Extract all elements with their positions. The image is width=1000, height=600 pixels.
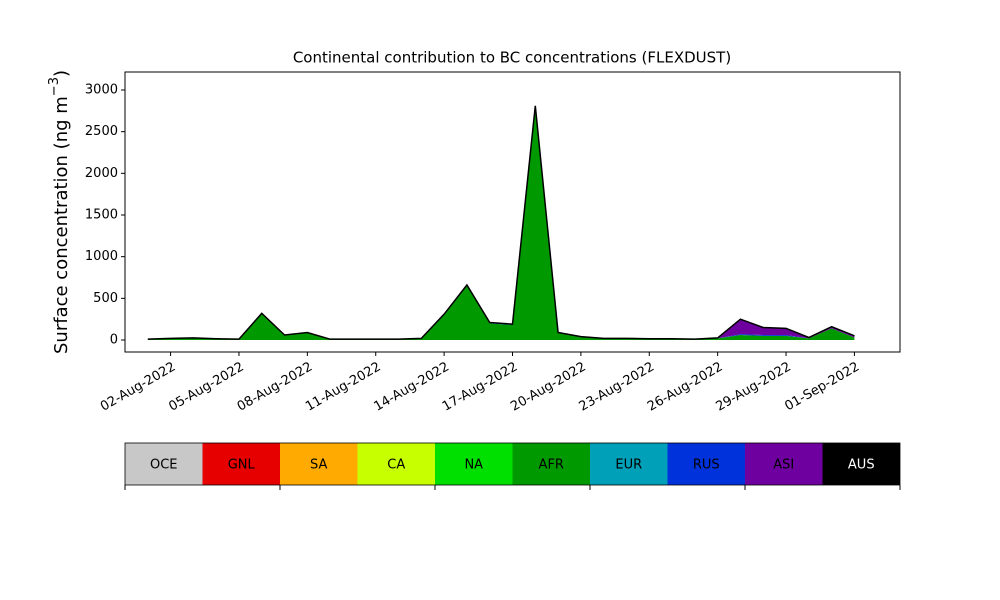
legend-swatch [357,443,435,485]
legend-swatch [202,443,280,485]
y-axis-label: Surface concentration (ng m−3) [47,70,73,354]
x-tick-label: 23-Aug-2022 [577,360,657,415]
area [147,106,855,340]
plot-frame [124,71,901,353]
y-tick-label: 2000 [85,166,118,181]
x-tick-label: 29-Aug-2022 [713,360,793,415]
legend-label: AFR [539,458,564,473]
y-tick-label: 1000 [85,249,118,264]
y-tick-label: 1500 [85,208,118,223]
y-label-sup: −3 [47,77,62,96]
x-tick-label: 08-Aug-2022 [235,360,315,415]
x-tick-label: 01-Sep-2022 [782,360,862,415]
legend-swatch [435,443,513,485]
y-label-main: Surface concentration (ng m [51,96,72,354]
y-label-end: ) [51,70,72,77]
legend-label: ASI [773,458,794,473]
x-tick-label: 17-Aug-2022 [440,360,520,415]
y-tick-label: 2500 [85,124,118,139]
legend-swatch [822,443,900,485]
y-tick-label: 500 [93,291,118,306]
area [147,105,855,340]
x-tick-label: 14-Aug-2022 [372,360,452,415]
legend-swatch [667,443,745,485]
legend-label: SA [310,458,327,473]
legend-label: OCE [150,458,178,473]
y-tick-label: 0 [110,333,118,348]
area [147,106,855,340]
chart-title: Continental contribution to BC concentra… [293,49,731,67]
legend-swatch [280,443,358,485]
x-tick-label: 05-Aug-2022 [166,360,246,415]
area [147,105,855,340]
x-tick-label: 11-Aug-2022 [303,360,383,415]
legend-swatch [125,443,203,485]
y-tick-label: 3000 [85,83,118,98]
area [147,105,855,340]
x-tick-label: 26-Aug-2022 [645,360,725,415]
legend-label: AUS [848,458,875,473]
legend-label: CA [387,458,405,473]
legend-label: RUS [693,458,720,473]
legend-label: EUR [615,458,642,473]
legend-swatch [590,443,668,485]
legend-swatch [745,443,823,485]
legend-swatch [512,443,590,485]
legend-label: GNL [228,458,256,473]
legend-frame [124,442,901,486]
x-tick-label: 20-Aug-2022 [508,360,588,415]
x-tick-label: 02-Aug-2022 [98,360,178,415]
legend-label: NA [464,458,483,473]
